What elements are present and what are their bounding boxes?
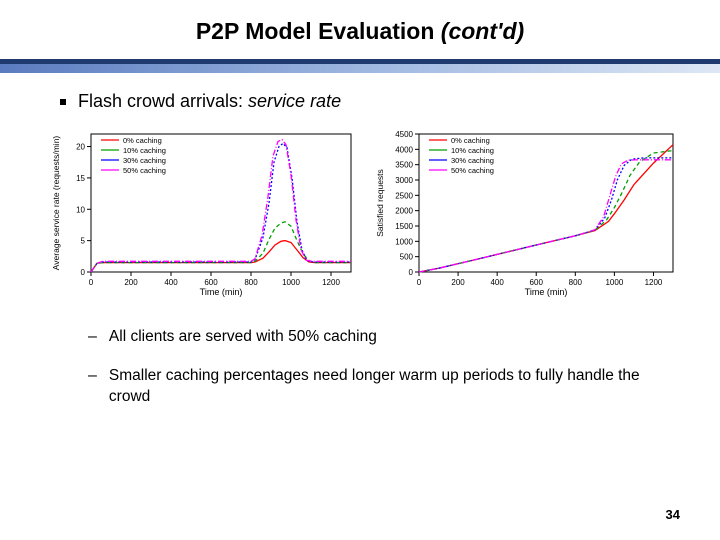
svg-text:600: 600 (204, 278, 218, 287)
svg-text:400: 400 (164, 278, 178, 287)
svg-text:4000: 4000 (395, 145, 413, 154)
sub-item: – Smaller caching percentages need longe… (88, 366, 670, 408)
bullet-main: Flash crowd arrivals: service rate (60, 91, 670, 112)
svg-text:50% caching: 50% caching (123, 166, 166, 175)
dash-icon: – (88, 327, 97, 348)
bullet-dot-icon (60, 99, 66, 105)
svg-text:200: 200 (124, 278, 138, 287)
svg-text:800: 800 (244, 278, 258, 287)
svg-text:2000: 2000 (395, 207, 413, 216)
charts-row: 0 200 400 600 800 1000 1200 0 5 10 15 20 Time (min) A… (40, 126, 690, 303)
svg-text:0% caching: 0% caching (451, 136, 490, 145)
svg-text:20: 20 (76, 143, 85, 152)
page-title: P2P Model Evaluation (cont'd) (196, 18, 524, 44)
divider (0, 59, 720, 73)
title-area: P2P Model Evaluation (cont'd) (0, 0, 720, 53)
svg-text:50% caching: 50% caching (451, 166, 494, 175)
content: Flash crowd arrivals: service rate 02004… (0, 73, 720, 408)
svg-text:400: 400 (490, 278, 504, 287)
svg-text:30% caching: 30% caching (451, 156, 494, 165)
sub-item: – All clients are served with 50% cachin… (88, 327, 670, 348)
svg-text:3000: 3000 (395, 176, 413, 185)
svg-text:200: 200 (451, 278, 465, 287)
sub-list: – All clients are served with 50% cachin… (60, 327, 670, 408)
title-em: (cont'd) (441, 18, 524, 44)
svg-text:1200: 1200 (645, 278, 663, 287)
svg-text:Average service rate (requests: Average service rate (requests/min) (51, 136, 61, 271)
svg-text:Time (min): Time (min) (200, 287, 243, 297)
bullet-main-a: Flash crowd arrivals: (78, 91, 248, 111)
svg-text:Satisfied requests: Satisfied requests (375, 169, 385, 237)
chart-right: 0 200 400 600 800 1000 1200 0 500 1000 1500 2000 250… (371, 126, 681, 303)
svg-text:600: 600 (530, 278, 544, 287)
bullet-text: Flash crowd arrivals: service rate (78, 91, 341, 112)
svg-text:0% caching: 0% caching (123, 136, 162, 145)
svg-text:1500: 1500 (395, 222, 413, 231)
svg-text:4500: 4500 (395, 130, 413, 139)
svg-text:3500: 3500 (395, 161, 413, 170)
sub-text-2: Smaller caching percentages need longer … (109, 366, 670, 408)
svg-text:30% caching: 30% caching (123, 156, 166, 165)
svg-text:Time (min): Time (min) (525, 287, 568, 297)
svg-text:1200: 1200 (322, 278, 340, 287)
sub-text-1: All clients are served with 50% caching (109, 327, 377, 348)
title-main: P2P Model Evaluation (196, 18, 441, 44)
bullet-main-em: service rate (248, 91, 341, 111)
svg-text:2500: 2500 (395, 191, 413, 200)
svg-text:10% caching: 10% caching (123, 146, 166, 155)
svg-text:1000: 1000 (605, 278, 623, 287)
dash-icon: – (88, 366, 97, 387)
svg-text:0: 0 (417, 278, 422, 287)
svg-text:0: 0 (81, 268, 86, 277)
svg-text:0: 0 (409, 268, 414, 277)
page-number: 34 (666, 507, 680, 522)
svg-text:15: 15 (76, 174, 85, 183)
svg-text:10% caching: 10% caching (451, 146, 494, 155)
svg-text:5: 5 (81, 237, 86, 246)
svg-text:0: 0 (89, 278, 94, 287)
svg-text:1000: 1000 (282, 278, 300, 287)
svg-text:1000: 1000 (395, 237, 413, 246)
svg-text:800: 800 (569, 278, 583, 287)
svg-text:500: 500 (400, 253, 414, 262)
svg-text:10: 10 (76, 205, 85, 214)
chart-left: 0 200 400 600 800 1000 1200 0 5 10 15 20 Time (min) A… (49, 126, 359, 303)
